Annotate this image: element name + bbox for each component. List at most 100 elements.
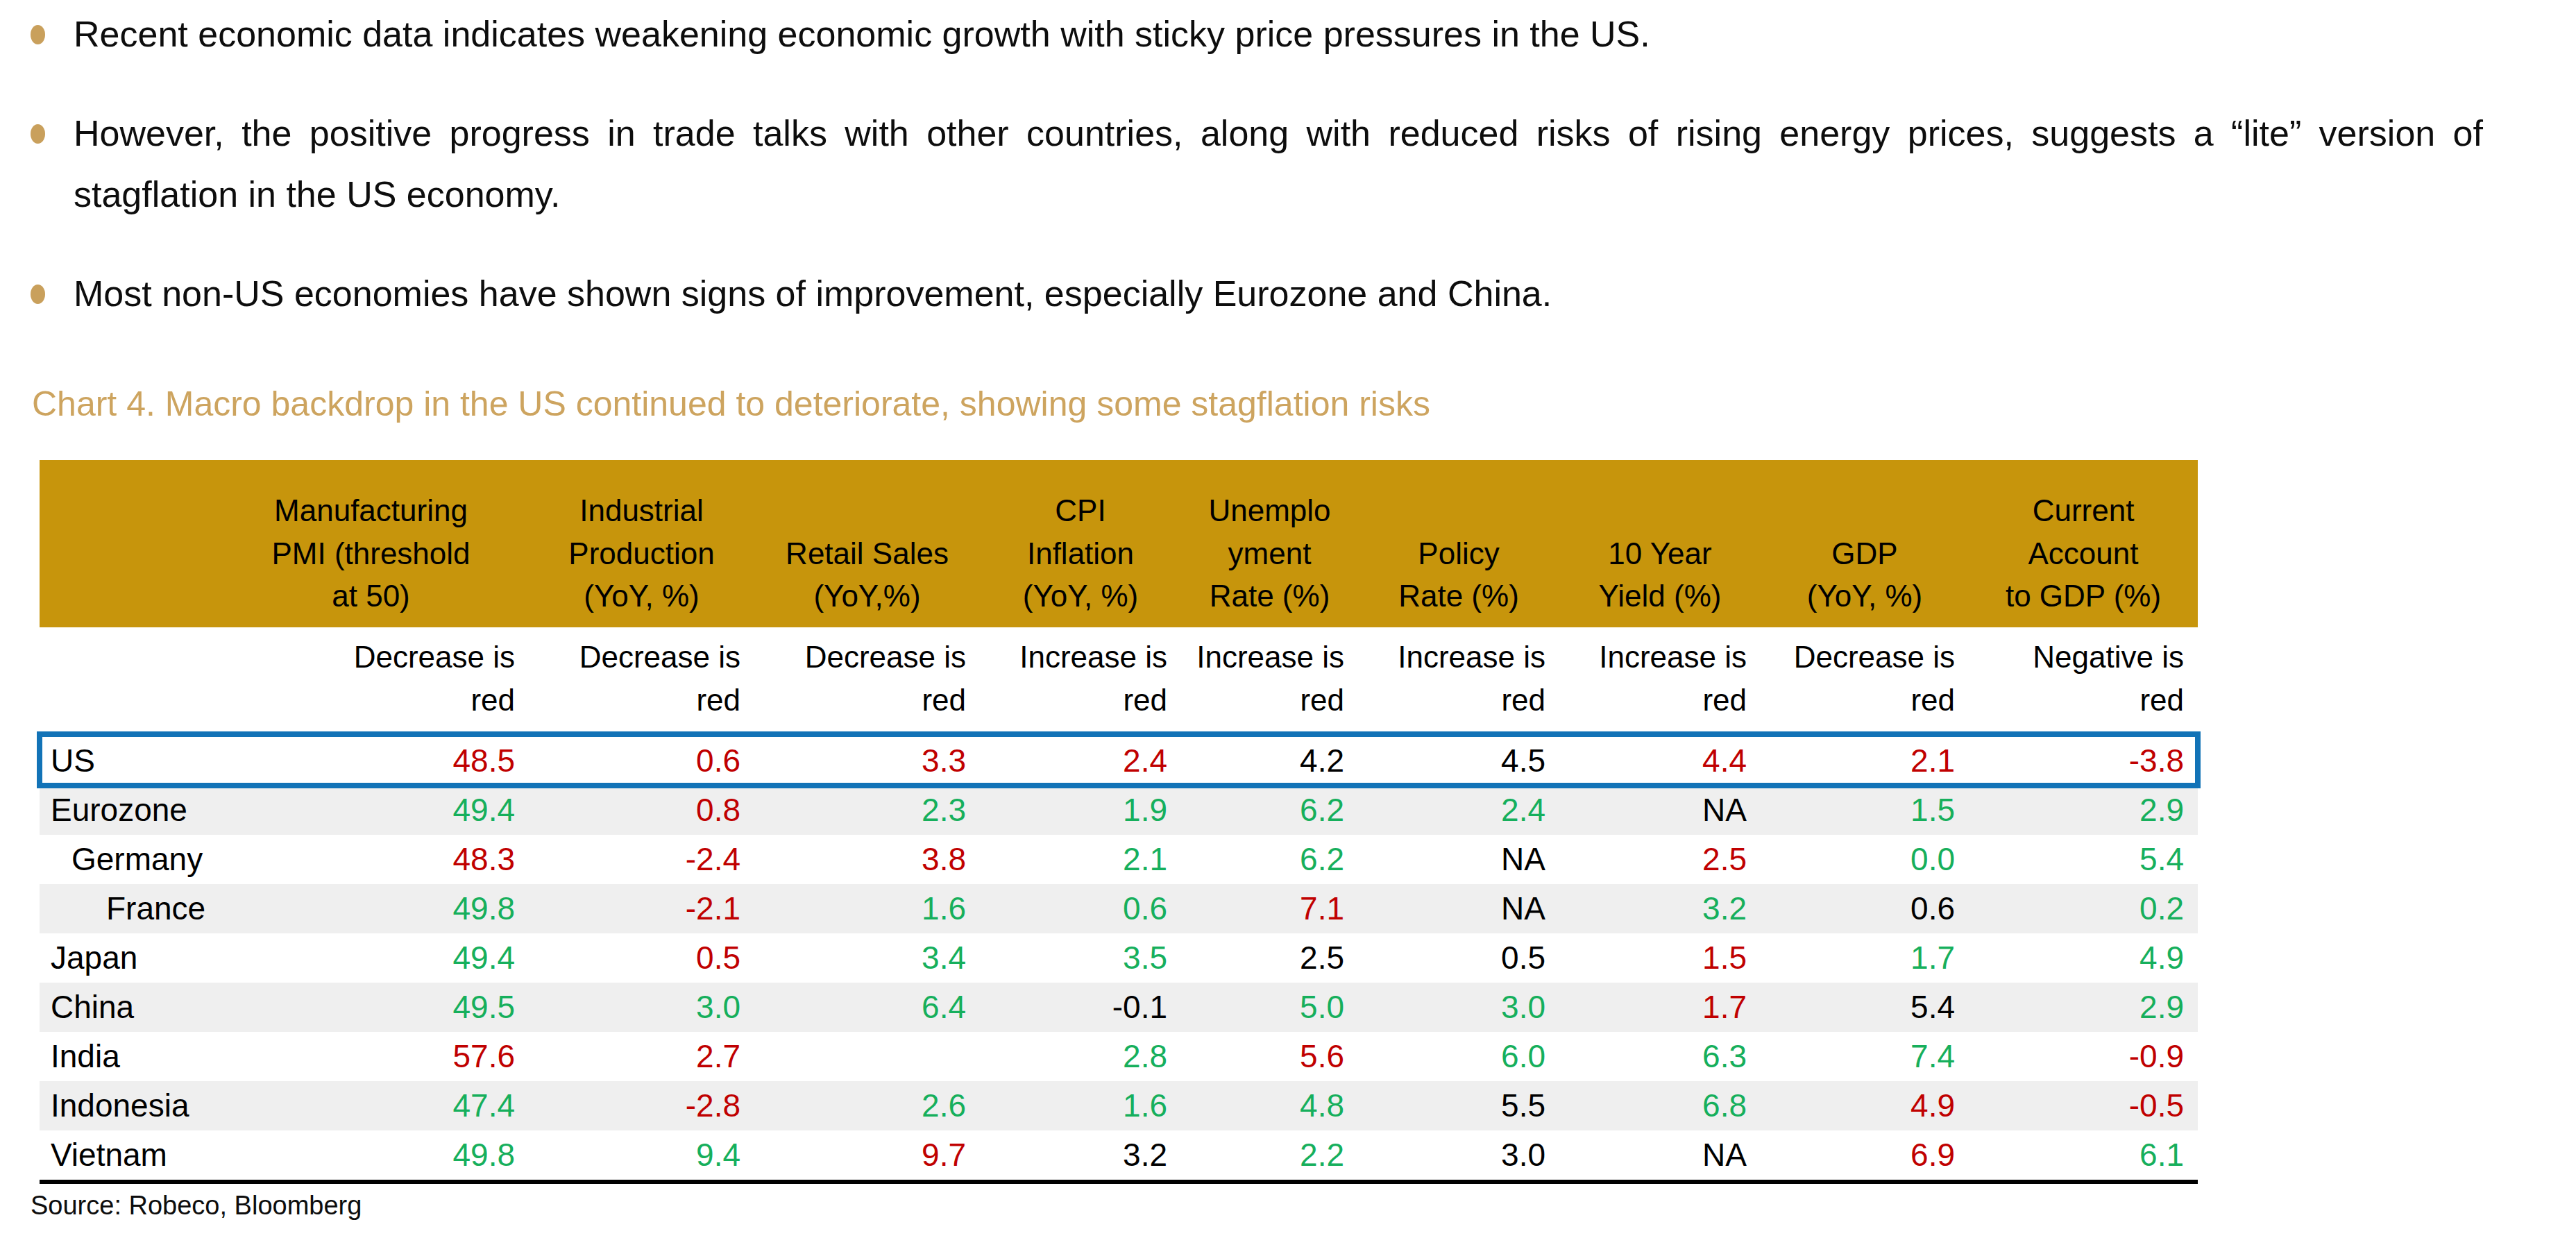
table-header-row: Manufacturing PMI (threshold at 50) Indu…	[40, 460, 2198, 627]
cell-indonesia-industrial_production: -2.8	[529, 1081, 754, 1130]
cell-france-manufacturing_pmi: 49.8	[213, 884, 529, 933]
cell-india-ten_year_yield: 6.3	[1559, 1032, 1761, 1081]
cell-germany-retail_sales: 3.8	[754, 835, 980, 884]
col-subheader-industrial-production: Decrease is red	[529, 627, 754, 734]
cell-vietnam-policy_rate: 3.0	[1358, 1130, 1559, 1182]
table-row-japan: Japan49.40.53.43.52.50.51.51.74.9	[40, 933, 2198, 983]
bullet-text: However, the positive progress in trade …	[74, 113, 2483, 214]
row-label-us: US	[40, 734, 213, 786]
col-header-policy-rate: Policy Rate (%)	[1358, 460, 1559, 627]
col-header-retail-sales: Retail Sales (YoY,%)	[754, 460, 980, 627]
cell-japan-gdp: 1.7	[1761, 933, 1969, 983]
cell-china-gdp: 5.4	[1761, 983, 1969, 1032]
cell-eurozone-gdp: 1.5	[1761, 786, 1969, 835]
cell-china-unemployment_rate: 5.0	[1181, 983, 1358, 1032]
cell-germany-policy_rate: NA	[1358, 835, 1559, 884]
cell-eurozone-policy_rate: 2.4	[1358, 786, 1559, 835]
col-header-gdp: GDP (YoY, %)	[1761, 460, 1969, 627]
col-subheader-unemployment-rate: Increase is red	[1181, 627, 1358, 734]
cell-india-retail_sales	[754, 1032, 980, 1081]
col-header-current-account: Current Account to GDP (%)	[1969, 460, 2198, 627]
cell-france-cpi_inflation: 0.6	[980, 884, 1181, 933]
cell-us-policy_rate: 4.5	[1358, 734, 1559, 786]
cell-india-manufacturing_pmi: 57.6	[213, 1032, 529, 1081]
bullet-item: However, the positive progress in trade …	[31, 103, 2483, 225]
bullet-icon	[31, 285, 45, 304]
cell-eurozone-cpi_inflation: 1.9	[980, 786, 1181, 835]
cell-japan-retail_sales: 3.4	[754, 933, 980, 983]
cell-japan-industrial_production: 0.5	[529, 933, 754, 983]
cell-germany-industrial_production: -2.4	[529, 835, 754, 884]
cell-france-ten_year_yield: 3.2	[1559, 884, 1761, 933]
col-header-manufacturing-pmi: Manufacturing PMI (threshold at 50)	[213, 460, 529, 627]
cell-germany-gdp: 0.0	[1761, 835, 1969, 884]
cell-vietnam-unemployment_rate: 2.2	[1181, 1130, 1358, 1182]
cell-eurozone-manufacturing_pmi: 49.4	[213, 786, 529, 835]
cell-germany-current_account: 5.4	[1969, 835, 2198, 884]
col-subheader-country	[40, 627, 213, 734]
cell-indonesia-unemployment_rate: 4.8	[1181, 1081, 1358, 1130]
cell-us-manufacturing_pmi: 48.5	[213, 734, 529, 786]
cell-indonesia-manufacturing_pmi: 47.4	[213, 1081, 529, 1130]
cell-china-manufacturing_pmi: 49.5	[213, 983, 529, 1032]
cell-vietnam-cpi_inflation: 3.2	[980, 1130, 1181, 1182]
cell-india-cpi_inflation: 2.8	[980, 1032, 1181, 1081]
chart-title: Chart 4. Macro backdrop in the US contin…	[32, 383, 1430, 425]
col-subheader-cpi-inflation: Increase is red	[980, 627, 1181, 734]
cell-us-unemployment_rate: 4.2	[1181, 734, 1358, 786]
cell-china-ten_year_yield: 1.7	[1559, 983, 1761, 1032]
macro-table: Manufacturing PMI (threshold at 50) Indu…	[40, 460, 2198, 1184]
col-subheader-manufacturing-pmi: Decrease is red	[213, 627, 529, 734]
cell-indonesia-current_account: -0.5	[1969, 1081, 2198, 1130]
col-header-unemployment-rate: Unemplo yment Rate (%)	[1181, 460, 1358, 627]
cell-japan-cpi_inflation: 3.5	[980, 933, 1181, 983]
col-subheader-current-account: Negative is red	[1969, 627, 2198, 734]
table-row-us: US48.50.63.32.44.24.54.42.1-3.8	[40, 734, 2198, 786]
table-body: US48.50.63.32.44.24.54.42.1-3.8Eurozone4…	[40, 734, 2198, 1182]
cell-indonesia-gdp: 4.9	[1761, 1081, 1969, 1130]
cell-eurozone-current_account: 2.9	[1969, 786, 2198, 835]
bullet-icon	[31, 124, 45, 144]
cell-eurozone-unemployment_rate: 6.2	[1181, 786, 1358, 835]
row-label-japan: Japan	[40, 933, 213, 983]
cell-germany-cpi_inflation: 2.1	[980, 835, 1181, 884]
cell-eurozone-retail_sales: 2.3	[754, 786, 980, 835]
col-header-country	[40, 460, 213, 627]
cell-indonesia-cpi_inflation: 1.6	[980, 1081, 1181, 1130]
cell-vietnam-current_account: 6.1	[1969, 1130, 2198, 1182]
cell-us-cpi_inflation: 2.4	[980, 734, 1181, 786]
col-subheader-policy-rate: Increase is red	[1358, 627, 1559, 734]
bullet-item: Most non-US economies have shown signs o…	[31, 264, 2483, 324]
cell-japan-policy_rate: 0.5	[1358, 933, 1559, 983]
bullet-list: Recent economic data indicates weakening…	[31, 4, 2483, 363]
table-row-france: France49.8-2.11.60.67.1NA3.20.60.2	[40, 884, 2198, 933]
cell-vietnam-retail_sales: 9.7	[754, 1130, 980, 1182]
col-subheader-10-year-yield: Increase is red	[1559, 627, 1761, 734]
cell-eurozone-industrial_production: 0.8	[529, 786, 754, 835]
row-label-france: France	[40, 884, 213, 933]
cell-germany-ten_year_yield: 2.5	[1559, 835, 1761, 884]
cell-india-gdp: 7.4	[1761, 1032, 1969, 1081]
cell-india-current_account: -0.9	[1969, 1032, 2198, 1081]
table-subheader-row: Decrease is red Decrease is red Decrease…	[40, 627, 2198, 734]
cell-eurozone-ten_year_yield: NA	[1559, 786, 1761, 835]
cell-japan-current_account: 4.9	[1969, 933, 2198, 983]
cell-france-gdp: 0.6	[1761, 884, 1969, 933]
bullet-icon	[31, 25, 45, 44]
cell-china-industrial_production: 3.0	[529, 983, 754, 1032]
cell-india-industrial_production: 2.7	[529, 1032, 754, 1081]
cell-india-unemployment_rate: 5.6	[1181, 1032, 1358, 1081]
cell-vietnam-manufacturing_pmi: 49.8	[213, 1130, 529, 1182]
cell-indonesia-retail_sales: 2.6	[754, 1081, 980, 1130]
table-row-germany: Germany48.3-2.43.82.16.2NA2.50.05.4	[40, 835, 2198, 884]
cell-vietnam-gdp: 6.9	[1761, 1130, 1969, 1182]
cell-japan-ten_year_yield: 1.5	[1559, 933, 1761, 983]
cell-china-policy_rate: 3.0	[1358, 983, 1559, 1032]
cell-china-current_account: 2.9	[1969, 983, 2198, 1032]
cell-us-ten_year_yield: 4.4	[1559, 734, 1761, 786]
bullet-text: Most non-US economies have shown signs o…	[74, 273, 1552, 314]
row-label-vietnam: Vietnam	[40, 1130, 213, 1182]
source-note: Source: Robeco, Bloomberg	[31, 1191, 362, 1221]
table-row-eurozone: Eurozone49.40.82.31.96.22.4NA1.52.9	[40, 786, 2198, 835]
col-subheader-retail-sales: Decrease is red	[754, 627, 980, 734]
